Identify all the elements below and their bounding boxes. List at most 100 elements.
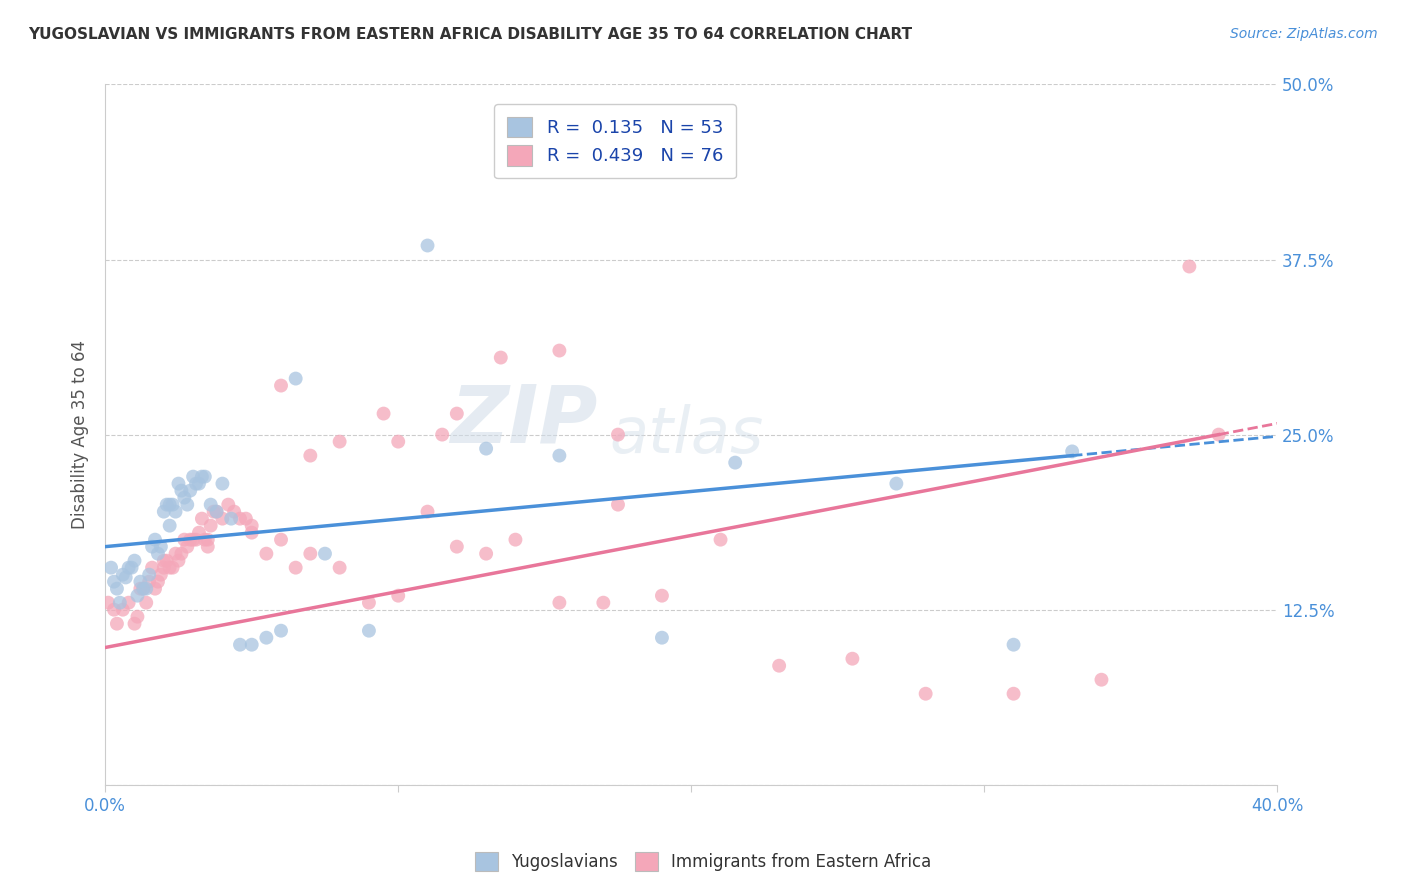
Point bbox=[284, 371, 307, 385]
Point bbox=[1062, 444, 1084, 458]
Point bbox=[284, 560, 307, 574]
Legend: Yugoslavians, Immigrants from Eastern Africa: Yugoslavians, Immigrants from Eastern Af… bbox=[467, 843, 939, 880]
Point bbox=[156, 498, 179, 512]
Point bbox=[146, 547, 169, 561]
Point bbox=[387, 434, 409, 449]
Point bbox=[446, 540, 468, 554]
Point bbox=[357, 596, 380, 610]
Point bbox=[270, 378, 292, 392]
Point bbox=[240, 638, 263, 652]
Point bbox=[153, 505, 176, 519]
Point bbox=[127, 589, 149, 603]
Point bbox=[124, 616, 146, 631]
Point bbox=[149, 567, 172, 582]
Point bbox=[159, 560, 181, 574]
Point bbox=[179, 533, 201, 547]
Point bbox=[607, 427, 630, 442]
Point bbox=[505, 533, 527, 547]
Point bbox=[235, 511, 257, 525]
Point bbox=[841, 651, 863, 665]
Point bbox=[194, 469, 217, 483]
Point bbox=[240, 518, 263, 533]
Point bbox=[446, 407, 468, 421]
Point bbox=[299, 449, 322, 463]
Point bbox=[176, 498, 198, 512]
Point bbox=[430, 427, 453, 442]
Point bbox=[197, 540, 219, 554]
Point bbox=[132, 582, 155, 596]
Point bbox=[184, 476, 207, 491]
Point bbox=[254, 547, 277, 561]
Point bbox=[179, 483, 201, 498]
Point bbox=[373, 407, 395, 421]
Point bbox=[103, 574, 125, 589]
Text: atlas: atlas bbox=[609, 403, 763, 466]
Text: Source: ZipAtlas.com: Source: ZipAtlas.com bbox=[1230, 27, 1378, 41]
Point bbox=[159, 498, 181, 512]
Point bbox=[188, 525, 211, 540]
Point bbox=[191, 469, 214, 483]
Point bbox=[205, 505, 228, 519]
Point bbox=[914, 687, 936, 701]
Point bbox=[129, 582, 152, 596]
Point bbox=[141, 540, 163, 554]
Point bbox=[197, 533, 219, 547]
Point bbox=[129, 574, 152, 589]
Point bbox=[162, 498, 184, 512]
Point bbox=[299, 547, 322, 561]
Point bbox=[211, 476, 233, 491]
Text: ZIP: ZIP bbox=[450, 382, 598, 459]
Point bbox=[170, 483, 193, 498]
Point bbox=[173, 533, 195, 547]
Point bbox=[194, 533, 217, 547]
Point bbox=[127, 609, 149, 624]
Point bbox=[211, 511, 233, 525]
Point bbox=[270, 533, 292, 547]
Legend: R =  0.135   N = 53, R =  0.439   N = 76: R = 0.135 N = 53, R = 0.439 N = 76 bbox=[495, 104, 735, 178]
Point bbox=[724, 456, 747, 470]
Point bbox=[105, 616, 128, 631]
Point bbox=[118, 560, 141, 574]
Point bbox=[156, 554, 179, 568]
Point bbox=[149, 540, 172, 554]
Point bbox=[188, 476, 211, 491]
Point bbox=[165, 505, 187, 519]
Point bbox=[607, 498, 630, 512]
Point bbox=[153, 554, 176, 568]
Point bbox=[651, 631, 673, 645]
Point bbox=[111, 602, 134, 616]
Point bbox=[548, 343, 571, 358]
Point bbox=[886, 476, 908, 491]
Point bbox=[103, 602, 125, 616]
Point bbox=[162, 560, 184, 574]
Point bbox=[329, 434, 352, 449]
Point bbox=[173, 491, 195, 505]
Point bbox=[270, 624, 292, 638]
Point bbox=[240, 525, 263, 540]
Point bbox=[387, 589, 409, 603]
Y-axis label: Disability Age 35 to 64: Disability Age 35 to 64 bbox=[72, 340, 89, 529]
Text: YUGOSLAVIAN VS IMMIGRANTS FROM EASTERN AFRICA DISABILITY AGE 35 TO 64 CORRELATIO: YUGOSLAVIAN VS IMMIGRANTS FROM EASTERN A… bbox=[28, 27, 912, 42]
Point bbox=[475, 442, 498, 456]
Point bbox=[592, 596, 614, 610]
Point bbox=[709, 533, 731, 547]
Point bbox=[205, 505, 228, 519]
Point bbox=[124, 554, 146, 568]
Point bbox=[416, 238, 439, 252]
Point bbox=[165, 547, 187, 561]
Point bbox=[146, 574, 169, 589]
Point bbox=[143, 533, 166, 547]
Point bbox=[254, 631, 277, 645]
Point bbox=[181, 533, 204, 547]
Point bbox=[548, 596, 571, 610]
Point bbox=[229, 638, 252, 652]
Point bbox=[138, 574, 160, 589]
Point bbox=[200, 518, 222, 533]
Point bbox=[167, 554, 190, 568]
Point bbox=[138, 567, 160, 582]
Point bbox=[1208, 427, 1230, 442]
Point bbox=[143, 582, 166, 596]
Point bbox=[219, 511, 242, 525]
Point bbox=[329, 560, 352, 574]
Point bbox=[548, 449, 571, 463]
